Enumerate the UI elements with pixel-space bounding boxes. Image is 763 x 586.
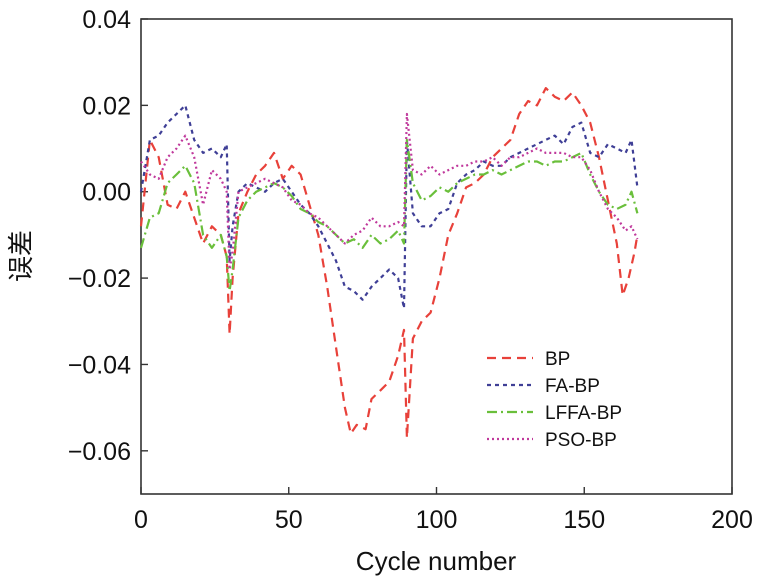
legend: BP FA-BP LFFA-BP PSO-BP: [487, 349, 622, 451]
legend-label-pso-bp: PSO-BP: [545, 430, 617, 451]
x-axis-ticks: 0 50 100 150 200: [134, 487, 753, 534]
series-line-bp: [139, 86, 639, 439]
series-line-fa-bp: [139, 104, 639, 310]
y-tick-label: −0.04: [68, 351, 131, 379]
y-tick-label: −0.02: [68, 265, 131, 293]
x-tick-label: 0: [134, 506, 148, 534]
y-tick-label: 0.00: [82, 179, 131, 207]
legend-label-bp: BP: [545, 349, 570, 370]
legend-label-fa-bp: FA-BP: [545, 376, 600, 397]
legend-label-lffa-bp: LFFA-BP: [545, 403, 622, 424]
x-tick-label: 100: [416, 506, 458, 534]
x-tick-label: 200: [711, 506, 753, 534]
series-lines: [139, 86, 639, 439]
y-tick-label: 0.04: [82, 6, 131, 34]
y-tick-label: −0.06: [68, 438, 131, 466]
x-axis-title: Cycle number: [356, 546, 517, 576]
y-axis-title: 误差: [6, 230, 36, 282]
series-line-lffa-bp: [139, 138, 639, 293]
y-axis-ticks: 0.04 0.02 0.00 −0.02 −0.04 −0.06: [68, 6, 148, 466]
x-tick-label: 150: [563, 506, 605, 534]
x-tick-label: 50: [275, 506, 303, 534]
y-tick-label: 0.02: [82, 92, 131, 120]
series-line-pso-bp: [140, 112, 639, 271]
